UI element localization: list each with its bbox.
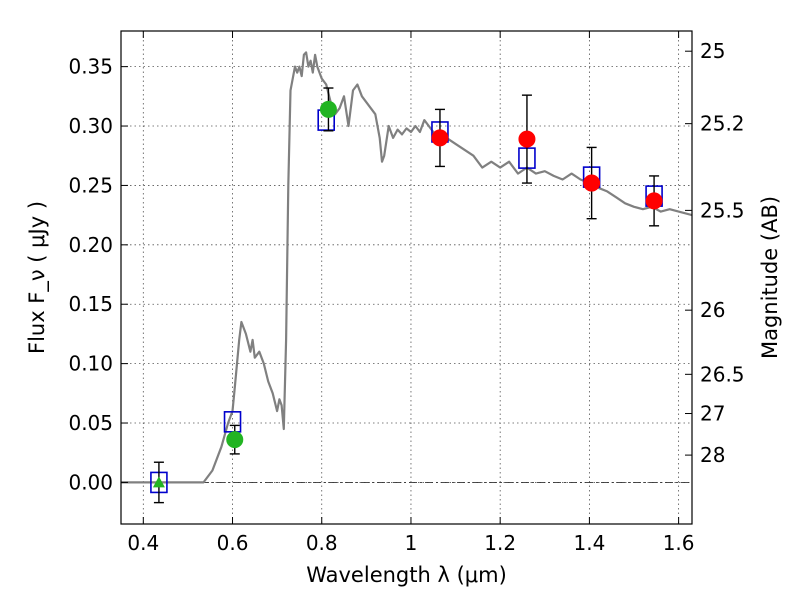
magnitude-axis-label: Magnitude (AB) [758, 196, 782, 359]
magnitude-tick-label: 25 [700, 39, 725, 63]
photometry-point [319, 100, 337, 118]
x-tick-label: 1 [405, 531, 418, 555]
plot-frame [120, 30, 693, 525]
y-tick-label: 0.35 [68, 55, 113, 79]
x-tick-label: 1.4 [573, 531, 605, 555]
magnitude-axis-ticks: 25 25.2 25.5 26 26.5 27 28 [685, 39, 745, 467]
photometry-point [226, 431, 244, 449]
series-group [121, 51, 692, 504]
y-tick-label: 0.25 [68, 173, 113, 197]
photometry-point [431, 129, 449, 147]
photometry-point [645, 192, 663, 210]
photometry-point [583, 174, 601, 192]
y-tick-label: 0.10 [68, 352, 113, 376]
model-spectrum-line [121, 51, 692, 484]
grid-lines [121, 31, 692, 524]
y-axis-ticks: 0.00 0.05 0.10 0.15 0.20 0.25 0.30 0.35 [68, 55, 128, 494]
upper-limit-triangle [152, 476, 165, 488]
magnitude-tick-label: 25.5 [700, 198, 745, 222]
x-tick-label: 1.6 [663, 531, 695, 555]
magnitude-tick-label: 25.2 [700, 112, 745, 136]
plot-area [121, 51, 692, 504]
y-tick-label: 0.15 [68, 292, 113, 316]
y-tick-label: 0.20 [68, 233, 113, 257]
magnitude-tick-label: 26.5 [700, 362, 745, 386]
y-axis-label: Flux F_ν ( μJy ) [25, 201, 50, 354]
x-axis-label: Wavelength λ (μm) [306, 563, 507, 587]
y-tick-label: 0.30 [68, 114, 113, 138]
photometry-point [518, 130, 536, 148]
x-tick-label: 1.2 [484, 531, 516, 555]
y-tick-label: 0.05 [68, 411, 113, 435]
magnitude-tick-label: 27 [700, 402, 725, 426]
x-tick-label: 0.8 [306, 531, 338, 555]
x-axis-ticks: 0.4 0.6 0.8 1 1.2 1.4 1.6 [127, 31, 695, 555]
x-tick-label: 0.4 [127, 531, 159, 555]
magnitude-tick-label: 26 [700, 298, 725, 322]
magnitude-tick-label: 28 [700, 443, 725, 467]
y-tick-label: 0.00 [68, 470, 113, 494]
x-tick-label: 0.6 [217, 531, 249, 555]
